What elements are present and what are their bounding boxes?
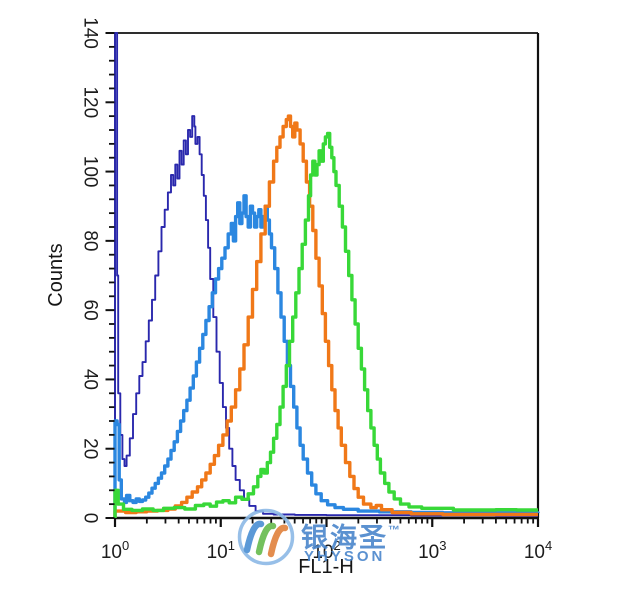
x-tick-label: 104 <box>524 538 552 563</box>
x-axis-label: FL1-H <box>298 556 354 578</box>
histogram-curves <box>113 32 540 518</box>
watermark-ribbon-blue <box>243 520 265 554</box>
y-tick-label: 140 <box>80 17 101 49</box>
watermark-ribbon-green <box>255 522 277 556</box>
x-tick-exponent: 1 <box>228 538 235 553</box>
x-tick-exponent: 3 <box>439 538 446 553</box>
y-axis-label: Counts <box>45 243 67 306</box>
x-tick-label: 100 <box>101 538 129 563</box>
watermark-chinese-chars: 银海圣 <box>301 523 388 553</box>
y-axis-tick-labels: 0 20 40 60 80 100 120 140 <box>80 17 101 523</box>
x-axis-tick-labels: 100 101 102 103 104 <box>101 538 552 563</box>
watermark-trademark: ™ <box>388 523 402 537</box>
watermark-english-text: YHYSON <box>304 548 385 565</box>
watermark-ring <box>237 508 295 566</box>
x-tick-base: 10 <box>312 542 333 563</box>
y-tick-label: 40 <box>80 369 101 390</box>
y-tick-label: 100 <box>80 156 101 188</box>
watermark: 银海圣™ YHYSON <box>237 508 402 566</box>
x-tick-base: 10 <box>524 542 545 563</box>
x-tick-exponent: 0 <box>122 538 129 553</box>
y-tick-label: 60 <box>80 300 101 321</box>
plot-border <box>114 32 540 520</box>
watermark-ribbon-orange <box>267 524 289 558</box>
x-tick-label: 101 <box>207 538 235 563</box>
y-tick-label: 80 <box>80 230 101 251</box>
x-tick-base: 10 <box>418 542 439 563</box>
watermark-logo-icon <box>237 508 295 566</box>
y-tick-label: 0 <box>80 513 101 524</box>
x-tick-label: 102 <box>312 538 340 563</box>
curve-orange-peak <box>113 114 538 518</box>
y-tick-label: 120 <box>80 86 101 118</box>
x-tick-label: 103 <box>418 538 446 563</box>
x-tick-exponent: 2 <box>333 538 340 553</box>
curve-dark-blue-peak <box>114 32 538 518</box>
x-tick-exponent: 4 <box>545 538 552 553</box>
x-tick-base: 10 <box>101 542 122 563</box>
watermark-chinese-text: 银海圣™ <box>301 523 402 553</box>
x-tick-base: 10 <box>207 542 228 563</box>
axis-ticks <box>105 32 540 527</box>
y-tick-label: 20 <box>80 438 101 459</box>
curve-green-peak <box>113 131 538 518</box>
curve-light-blue-peak <box>113 194 540 518</box>
